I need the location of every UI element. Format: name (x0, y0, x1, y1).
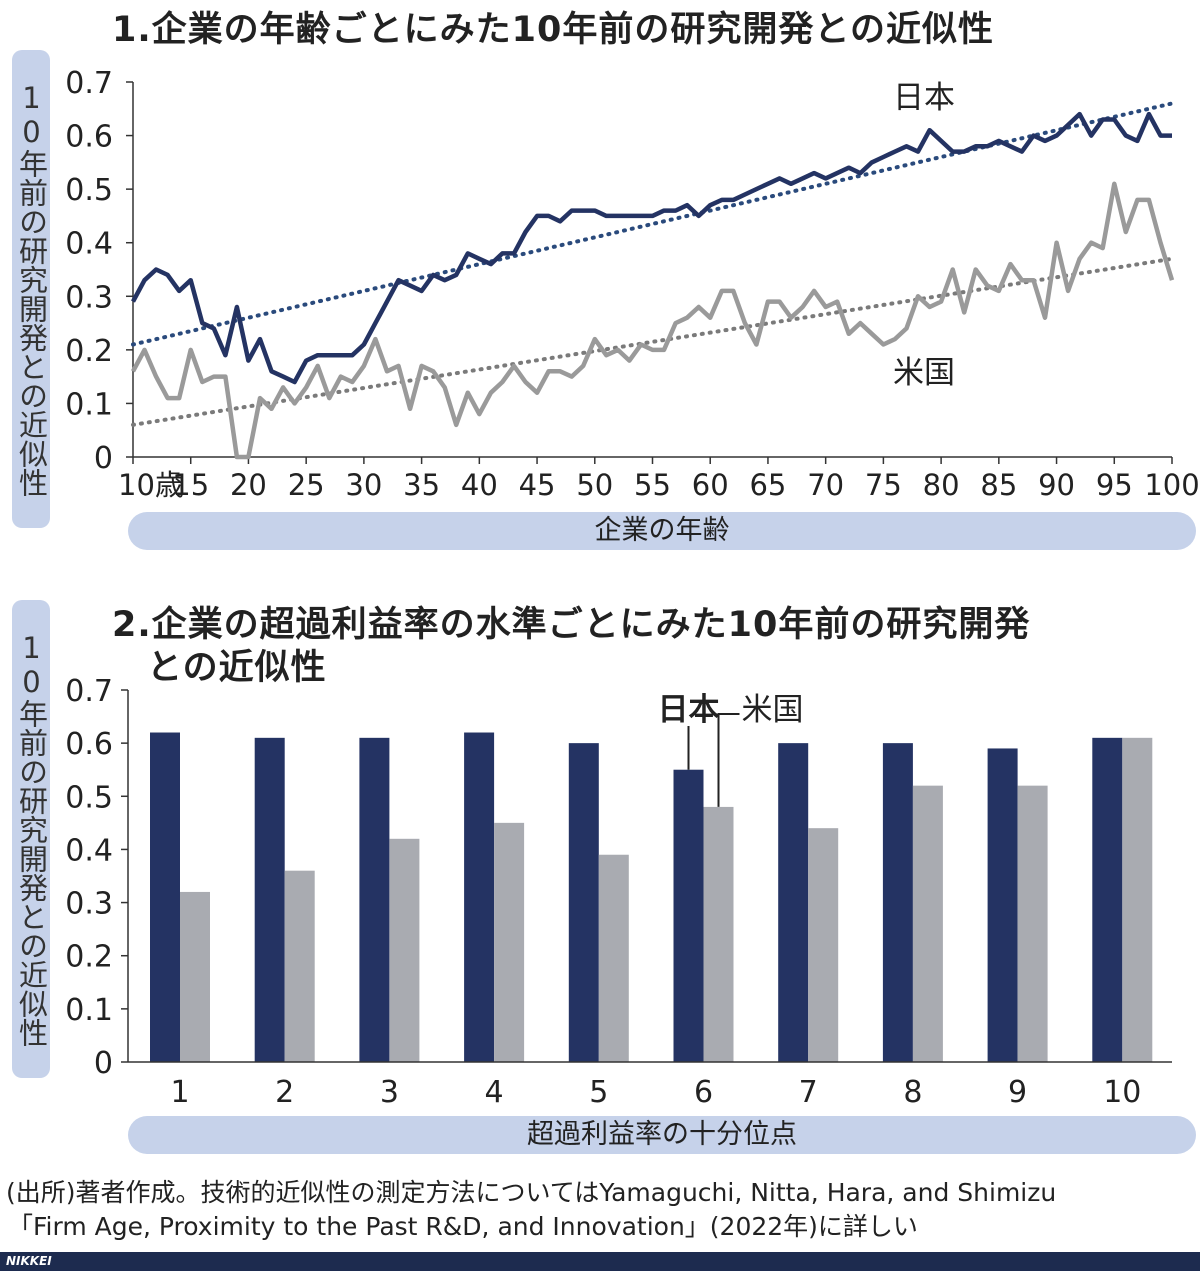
japan-bar (1092, 737, 1123, 1062)
chart1-y-tick-label: 0.3 (65, 280, 113, 315)
legend-us-label: 米国 (742, 692, 804, 728)
chart2-x-tick-label: 4 (485, 1075, 504, 1110)
chart1-x-tick-label: 45 (519, 468, 556, 502)
us-trend-line (131, 256, 1174, 427)
us-bar (912, 785, 943, 1062)
chart1-x-tick-label: 80 (923, 468, 960, 502)
chart2-y-tick-label: 0.6 (65, 727, 113, 762)
chart1-x-tick-label: 55 (634, 468, 671, 502)
chart2-x-tick-label: 8 (903, 1075, 922, 1110)
chart1-y-tick-label: 0.1 (65, 387, 113, 422)
chart1-x-tick-label: 40 (461, 468, 498, 502)
japan-bar (359, 737, 390, 1062)
chart2-y-tick-label: 0.7 (65, 674, 113, 709)
chart1-x-tick-label: 60 (692, 468, 729, 502)
legend-japan-label: 日本 (658, 692, 720, 728)
chart2-y-tick-label: 0.2 (65, 940, 113, 975)
chart2-y-tick-label: 0.5 (65, 780, 113, 815)
us-bar (598, 854, 629, 1062)
chart1-y-tick-label: 0.6 (65, 120, 113, 155)
chart2-title-line1: 2.企業の超過利益率の水準ごとにみた10年前の研究開発 (112, 605, 1031, 645)
chart2-title-line2: との近似性 (147, 648, 327, 688)
chart1-x-tick-label: 75 (865, 468, 902, 502)
chart2-x-tick-label: 2 (275, 1075, 294, 1110)
chart1-x-tick-label: 35 (403, 468, 440, 502)
chart1-x-tick-label: 30 (345, 468, 382, 502)
source-note: (出所)著者作成。技術的近似性の測定方法についてはYamaguchi, Nitt… (6, 1176, 1056, 1244)
chart2-x-tick-label: 10 (1103, 1075, 1141, 1110)
us-bar (180, 891, 210, 1062)
chart2-x-tick-label: 5 (589, 1075, 608, 1110)
japan-bar (150, 732, 180, 1062)
chart1-y-tick-label: 0.2 (65, 334, 113, 369)
chart1-x-tick-label: 20 (230, 468, 267, 502)
chart2-y-tick-label: 0.1 (65, 993, 113, 1028)
chart2-x-axis-label: 超過利益率の十分位点 (128, 1116, 1196, 1154)
japan-bar (673, 769, 704, 1062)
chart1-y-tick-label: 0.7 (65, 66, 113, 101)
japan-series-label: 日本 (893, 80, 955, 116)
us-bar (808, 828, 839, 1062)
us-series-line (131, 181, 1175, 460)
chart2-y-tick-label: 0.3 (65, 887, 113, 922)
us-bar (494, 822, 525, 1062)
brand-logo: NIKKEI (6, 1254, 52, 1268)
source-line-2: 「Firm Age, Proximity to the Past R&D, an… (8, 1212, 918, 1241)
chart1-y-axis-label: 10年前の研究開発との近似性 (12, 50, 50, 528)
us-callout-line (717, 713, 740, 807)
japan-bar (254, 737, 285, 1062)
chart2-y-axis-label: 10年前の研究開発との近似性 (12, 600, 50, 1078)
chart1-x-axis-label: 企業の年齢 (128, 512, 1196, 550)
footer-bar: NIKKEI (0, 1252, 1200, 1271)
us-bar (1122, 737, 1153, 1062)
us-bar (284, 870, 315, 1062)
chart1-title: 1.企業の年齢ごとにみた10年前の研究開発との近似性 (112, 10, 995, 50)
us-series-label: 米国 (893, 355, 955, 391)
chart2-x-tick-label: 7 (799, 1075, 818, 1110)
japan-trend-line (131, 101, 1174, 347)
chart2-x-tick-label: 9 (1008, 1075, 1027, 1110)
chart1-x-tick-label: 100 (1144, 468, 1199, 502)
chart2-x-tick-label: 6 (694, 1075, 713, 1110)
us-bar (1017, 785, 1048, 1062)
chart1-x-tick-label: 90 (1038, 468, 1075, 502)
japan-bar (464, 732, 495, 1062)
chart1-x-tick-label: 95 (1096, 468, 1133, 502)
chart1-x-tick-label: 15 (172, 468, 209, 502)
chart1-x-tick-label: 10歳 (118, 468, 184, 502)
japan-bar (778, 743, 809, 1062)
chart2-x-tick-label: 1 (170, 1075, 189, 1110)
chart1-y-tick-label: 0.5 (65, 173, 113, 208)
us-bar (703, 806, 734, 1062)
japan-series-line (131, 111, 1172, 385)
source-line-1: (出所)著者作成。技術的近似性の測定方法についてはYamaguchi, Nitt… (6, 1178, 1057, 1207)
chart1-x-tick-label: 65 (749, 468, 786, 502)
japan-bar (987, 748, 1018, 1062)
japan-bar (568, 743, 599, 1062)
chart2-y-tick-label: 0.4 (65, 833, 113, 868)
chart1-y-tick-label: 0 (94, 441, 113, 476)
japan-bar (882, 743, 913, 1062)
chart1-y-tick-label: 0.4 (65, 227, 113, 262)
chart2-x-tick-label: 3 (380, 1075, 399, 1110)
us-bar (389, 838, 420, 1062)
chart1-x-tick-label: 85 (980, 468, 1017, 502)
chart2-y-tick-label: 0 (94, 1046, 113, 1081)
chart1-x-tick-label: 25 (288, 468, 325, 502)
chart1-x-tick-label: 70 (807, 468, 844, 502)
chart1-x-tick-label: 50 (576, 468, 613, 502)
